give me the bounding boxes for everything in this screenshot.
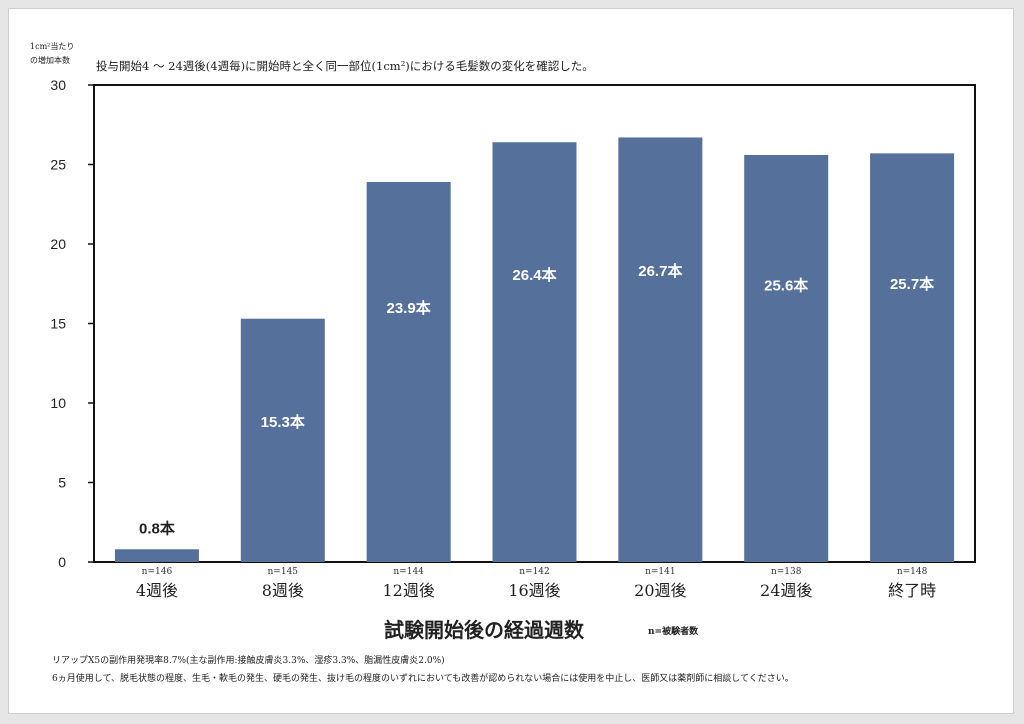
bar-data-label: 0.8本 <box>139 519 175 537</box>
bar-data-label: 23.9本 <box>387 299 431 317</box>
y-tick-label: 25 <box>50 157 66 173</box>
y-axis-label-line: 1cm²当たり <box>30 42 75 51</box>
n-label: n=142 <box>519 567 550 577</box>
bar <box>870 153 955 562</box>
bar-data-label: 26.7本 <box>638 262 682 280</box>
x-axis-title: 試験開始後の経過週数 <box>384 618 584 642</box>
y-tick-label: 30 <box>50 77 66 93</box>
n-note: n=被験者数 <box>648 627 699 637</box>
bar-data-label: 26.4本 <box>512 266 556 284</box>
x-category-label: 終了時 <box>888 581 936 600</box>
y-axis-label-line: の増加本数 <box>30 56 70 65</box>
footnote-side-effects: リアップX5の副作用発現率8.7%(主な副作用:接触皮膚炎3.3%、湿疹3.3%… <box>52 656 445 666</box>
bar <box>744 154 829 562</box>
y-tick-label: 15 <box>50 316 66 332</box>
bar <box>618 137 703 562</box>
footnote-usage-warning: 6ヵ月使用して、脱毛状態の程度、生毛・軟毛の発生、硬毛の発生、抜け毛の程度のいず… <box>52 674 794 684</box>
bar-data-label: 25.6本 <box>764 276 808 294</box>
y-axis-label: 1cm²当たり の増加本数 <box>30 40 74 68</box>
bar-data-label: 25.7本 <box>890 275 934 293</box>
y-tick-label: 20 <box>50 236 66 252</box>
bar <box>240 318 325 562</box>
x-category-label: 4週後 <box>136 581 178 600</box>
x-category-label: 8週後 <box>262 581 304 600</box>
x-category-label: 24週後 <box>760 581 812 600</box>
bar <box>492 142 577 563</box>
n-label: n=145 <box>268 567 299 577</box>
x-category-label: 16週後 <box>508 581 560 600</box>
n-label: n=144 <box>393 567 424 577</box>
bar <box>366 181 451 563</box>
chart-subtitle: 投与開始4 ～ 24週後(4週毎)に開始時と全く同一部位(1cm²)における毛髪… <box>96 59 594 73</box>
n-label: n=141 <box>645 567 676 577</box>
n-label: n=146 <box>142 567 173 577</box>
bar <box>114 549 199 562</box>
x-category-label: 20週後 <box>634 581 686 600</box>
y-tick-label: 5 <box>58 475 66 491</box>
y-tick-label: 10 <box>50 395 66 411</box>
y-tick-label: 0 <box>58 554 66 570</box>
n-label: n=148 <box>897 567 928 577</box>
x-category-label: 12週後 <box>382 581 434 600</box>
bar-data-label: 15.3本 <box>261 413 305 431</box>
n-label: n=138 <box>771 567 802 577</box>
